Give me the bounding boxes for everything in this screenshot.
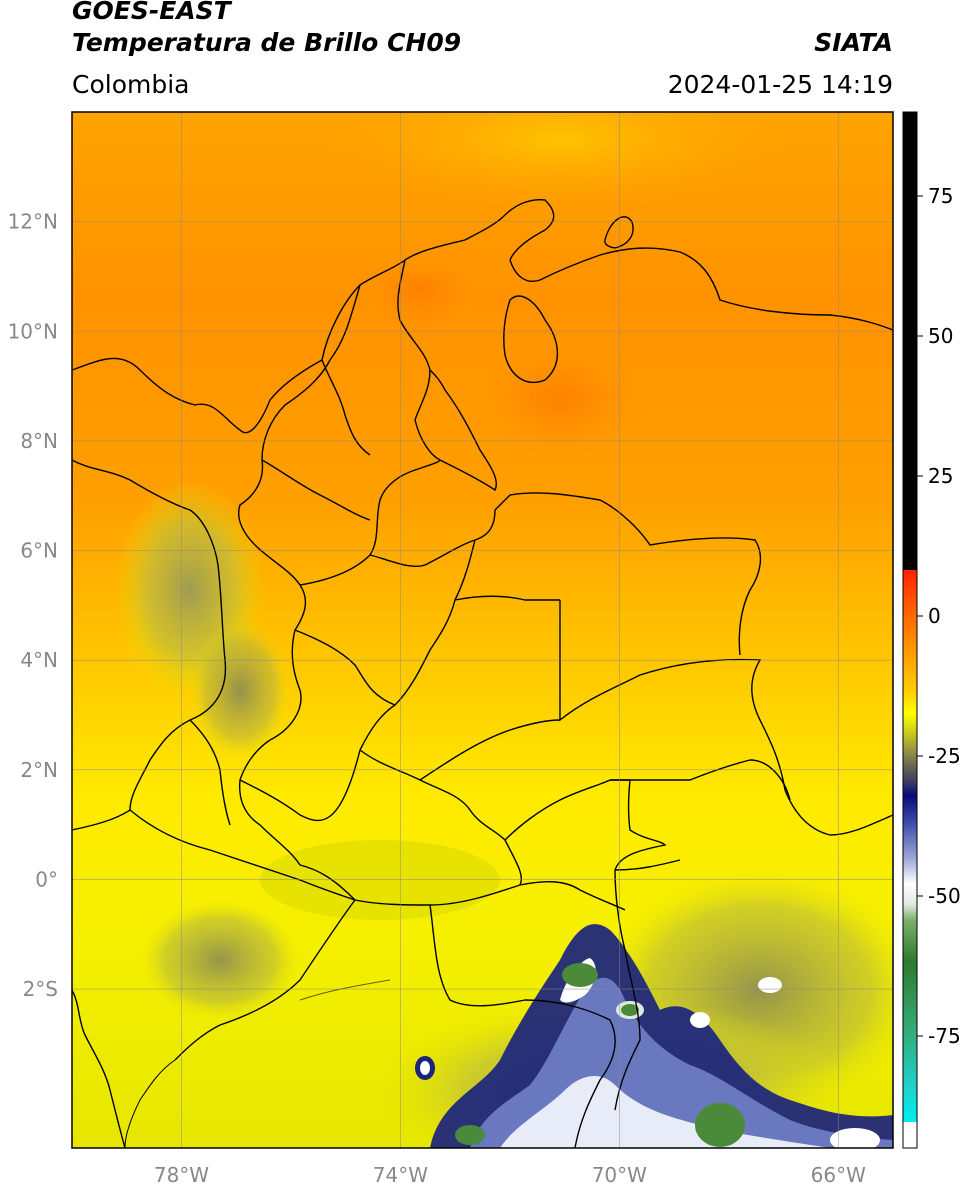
latitude-tick-label: 4°N [20,648,58,672]
satellite-image [72,112,893,1148]
map-frame [71,111,894,1149]
latitude-tick-label: 2°S [23,977,58,1001]
region-label: Colombia [72,70,190,99]
longitude-tick-label: 66°W [811,1163,866,1187]
colorbar-tick-label: 25 [928,464,953,488]
colorbar-tick-label: -75 [928,1024,961,1048]
datetime-label: 2024-01-25 14:19 [667,70,893,99]
convective-cloud-cluster [415,924,893,1148]
colorbar-tick-label: -25 [928,744,961,768]
colorbar-gradient [903,112,917,1148]
colorbar-tick-label: -50 [928,884,961,908]
colorbar-ticks: 75 50 25 0 -25 -50 -75 [917,184,961,1048]
colorbar-tick-label: 75 [928,184,953,208]
latitude-tick-label: 8°N [20,429,58,453]
longitude-tick-label: 70°W [592,1163,647,1187]
agency-label: SIATA [814,28,893,57]
latitude-tick-label: 12°N [8,210,58,234]
longitude-tick-label: 78°W [154,1163,209,1187]
longitude-tick-label: 74°W [373,1163,428,1187]
latitude-tick-label: 0° [35,867,58,891]
latitude-tick-label: 2°N [20,758,58,782]
latitude-tick-label: 10°N [8,319,58,343]
product-title: Temperatura de Brillo CH09 [72,28,462,57]
colorbar-frame [902,111,918,1149]
satellite-title: GOES-EAST [72,0,231,25]
colorbar-tick-label: 0 [928,604,941,628]
graticule [72,112,893,1148]
longitude-ticks: 78°W 74°W 70°W 66°W [154,1163,866,1187]
latitude-ticks: 12°N 10°N 8°N 6°N 4°N 2°N 0° 2°S [8,210,58,1001]
colorbar-tick-label: 50 [928,324,953,348]
latitude-tick-label: 6°N [20,539,58,563]
colorbar: 75 50 25 0 -25 -50 -75 [902,111,961,1149]
coastlines-and-borders [72,198,893,1148]
